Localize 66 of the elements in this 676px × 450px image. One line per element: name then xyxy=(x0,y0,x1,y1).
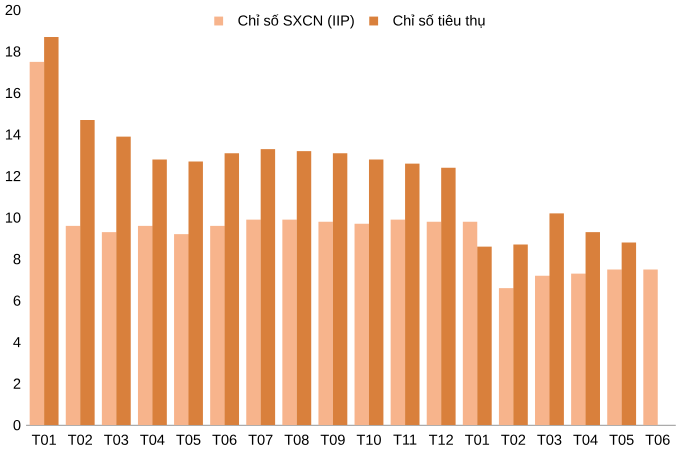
x-tick-label: T08 xyxy=(284,434,309,446)
y-tick-label: 16 xyxy=(6,88,20,98)
x-tick-label: T05 xyxy=(176,434,200,446)
y-tick-label: 4 xyxy=(13,337,21,348)
bar xyxy=(535,276,550,426)
x-tick-label: T06 xyxy=(212,434,236,446)
bar xyxy=(390,220,406,426)
x-tick-label: T02 xyxy=(68,434,92,446)
y-tick-label: 2 xyxy=(14,378,20,389)
bar xyxy=(318,222,333,426)
bar xyxy=(152,160,167,426)
bar xyxy=(44,37,59,426)
y-tick-label: 8 xyxy=(14,254,20,264)
x-tick-label: T12 xyxy=(428,434,453,445)
bar xyxy=(643,270,658,426)
x-tick-label: T11 xyxy=(393,434,416,445)
bar xyxy=(224,153,240,426)
y-tick-label: 20 xyxy=(6,4,20,16)
y-tick-label: 0 xyxy=(14,420,20,430)
x-tick-label: T01 xyxy=(465,434,490,446)
bar xyxy=(586,232,600,426)
legend-label: Chỉ số tiêu thụ xyxy=(393,14,485,28)
x-tick-label: T03 xyxy=(537,434,562,446)
bar xyxy=(549,214,564,426)
bar xyxy=(260,149,276,426)
bar xyxy=(246,220,261,426)
bar xyxy=(188,162,203,426)
x-tick-label: T01 xyxy=(32,434,56,446)
x-tick-label: T09 xyxy=(320,434,345,446)
bar xyxy=(405,164,420,426)
bar xyxy=(462,222,478,426)
bar xyxy=(210,226,225,426)
bar xyxy=(174,234,188,426)
bar xyxy=(138,226,152,426)
bar xyxy=(80,120,95,426)
bar xyxy=(368,160,384,426)
x-tick-label: T03 xyxy=(104,434,128,446)
x-tick-label: T04 xyxy=(140,434,164,446)
bar xyxy=(296,151,312,426)
bar xyxy=(426,222,442,426)
y-tick-label: 10 xyxy=(6,212,20,223)
bar xyxy=(332,153,348,426)
bar xyxy=(477,246,492,426)
bar xyxy=(30,62,44,426)
bar xyxy=(66,226,80,426)
bar xyxy=(607,270,622,426)
bar xyxy=(102,232,116,426)
bar xyxy=(571,274,586,426)
bar xyxy=(116,136,131,426)
bar xyxy=(498,288,514,426)
x-tick-label: T07 xyxy=(248,434,272,446)
x-tick-label: T02 xyxy=(501,434,526,446)
x-tick-label: T06 xyxy=(646,434,670,446)
y-tick-label: 6 xyxy=(14,296,20,306)
y-tick-label: 14 xyxy=(6,130,21,140)
bar xyxy=(513,244,528,426)
bar xyxy=(354,224,369,426)
y-tick-label: 18 xyxy=(6,46,20,57)
bar xyxy=(282,220,297,426)
y-tick-label: 12 xyxy=(6,171,20,182)
x-tick-label: T04 xyxy=(573,434,598,446)
x-tick-label: T05 xyxy=(609,434,634,446)
x-tick-label: T10 xyxy=(356,434,381,446)
bar xyxy=(441,168,456,426)
bar xyxy=(622,242,636,426)
legend-label: Chỉ số SXCN (IIP) xyxy=(238,14,354,29)
